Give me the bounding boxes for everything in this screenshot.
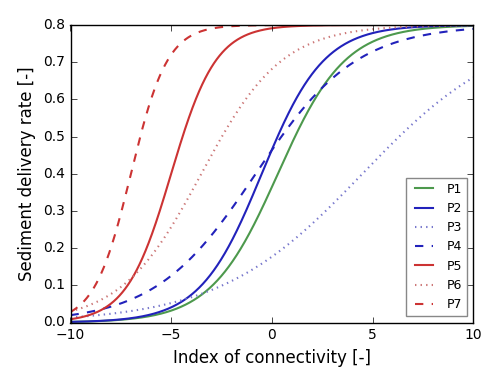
Line: P1: P1: [70, 26, 473, 322]
P2: [88, 319, 94, 324]
P4: [384, 43, 390, 47]
P3: [458, 83, 464, 87]
P2: [458, 23, 464, 28]
P5: [470, 23, 476, 27]
Legend: P1, P2, P3, P4, P5, P6, P7: P1, P2, P3, P4, P5, P6, P7: [406, 178, 467, 316]
P7: [384, 23, 390, 27]
P1: [68, 320, 73, 324]
P5: [384, 23, 390, 27]
P2: [470, 23, 476, 28]
P1: [458, 24, 464, 28]
P5: [458, 23, 464, 27]
P3: [264, 258, 270, 263]
P2: [264, 161, 270, 165]
Line: P4: P4: [70, 29, 473, 315]
P3: [458, 83, 464, 87]
P6: [384, 25, 390, 30]
P1: [384, 33, 390, 38]
Y-axis label: Sediment delivery rate [-]: Sediment delivery rate [-]: [18, 67, 36, 281]
P7: [252, 23, 258, 28]
P5: [252, 29, 258, 34]
P1: [458, 24, 464, 28]
P5: [458, 23, 464, 27]
Line: P3: P3: [70, 77, 473, 318]
P2: [458, 23, 464, 28]
P4: [68, 313, 73, 318]
P3: [88, 313, 94, 318]
P4: [458, 28, 464, 32]
P4: [470, 27, 476, 31]
P1: [252, 219, 258, 224]
P6: [88, 302, 94, 307]
P7: [264, 23, 270, 27]
P2: [384, 28, 390, 32]
P7: [88, 290, 94, 295]
P6: [458, 23, 464, 28]
P6: [68, 309, 73, 314]
Line: P2: P2: [70, 25, 473, 322]
X-axis label: Index of connectivity [-]: Index of connectivity [-]: [173, 349, 371, 367]
P3: [68, 315, 73, 320]
P4: [458, 28, 464, 32]
P3: [384, 146, 390, 150]
P6: [252, 84, 258, 89]
P1: [470, 23, 476, 28]
P7: [68, 310, 73, 314]
P5: [264, 27, 270, 32]
P4: [252, 172, 258, 176]
P3: [252, 265, 258, 270]
P5: [88, 312, 94, 317]
P7: [470, 23, 476, 27]
P7: [458, 23, 464, 27]
P4: [88, 309, 94, 314]
P3: [470, 75, 476, 80]
P1: [88, 319, 94, 324]
P6: [264, 72, 270, 77]
P6: [458, 23, 464, 28]
Line: P7: P7: [70, 25, 473, 312]
P5: [68, 317, 73, 321]
P2: [252, 186, 258, 191]
P1: [264, 197, 270, 201]
P2: [68, 320, 73, 324]
P7: [458, 23, 464, 27]
P4: [264, 156, 270, 161]
Line: P6: P6: [70, 25, 473, 311]
P6: [470, 23, 476, 28]
Line: P5: P5: [70, 25, 473, 319]
